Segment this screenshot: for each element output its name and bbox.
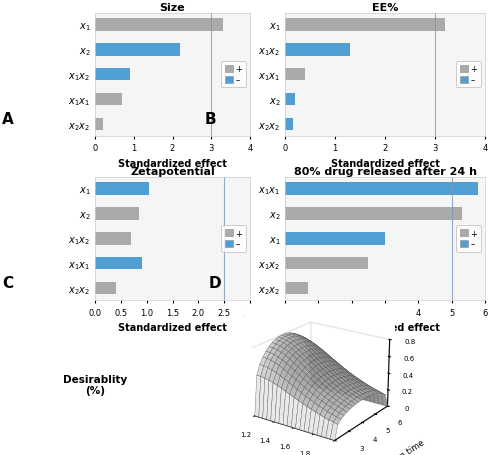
Bar (95, 208, 139, 220)
Bar (95, 94, 122, 106)
Bar (285, 118, 292, 131)
X-axis label: Standardized effect: Standardized effect (330, 323, 440, 333)
Legend: +, –: +, – (222, 226, 246, 252)
Text: Desirablity
(%): Desirablity (%) (63, 374, 127, 395)
Bar (285, 94, 295, 106)
Bar (285, 282, 308, 295)
Bar (285, 208, 462, 220)
Bar (285, 183, 478, 196)
Bar (285, 258, 368, 270)
Title: EE%: EE% (372, 3, 398, 13)
Title: Size: Size (160, 3, 186, 13)
Bar (95, 183, 149, 196)
Legend: +, –: +, – (456, 226, 481, 252)
X-axis label: Standardized effect: Standardized effect (118, 323, 227, 333)
Text: D: D (209, 276, 222, 290)
Legend: +, –: +, – (222, 62, 246, 88)
Bar (285, 233, 385, 245)
X-axis label: Standardized effect: Standardized effect (118, 159, 227, 169)
Bar (95, 258, 142, 270)
Text: C: C (2, 276, 13, 290)
Title: 80% drug released after 24 h: 80% drug released after 24 h (294, 167, 476, 177)
Bar (285, 19, 445, 32)
Text: B: B (205, 112, 216, 126)
Bar (285, 44, 350, 56)
Legend: +, –: +, – (456, 62, 481, 88)
Bar (95, 69, 130, 81)
Text: A: A (2, 112, 14, 126)
Bar (95, 44, 180, 56)
Title: Zetapotential: Zetapotential (130, 167, 215, 177)
Bar (95, 19, 223, 32)
Bar (95, 118, 103, 131)
Bar (95, 233, 131, 245)
X-axis label: Standardized effect: Standardized effect (330, 159, 440, 169)
Bar (95, 282, 116, 295)
Bar (285, 69, 305, 81)
Y-axis label: Sonication time
(min): Sonication time (min) (366, 437, 432, 455)
